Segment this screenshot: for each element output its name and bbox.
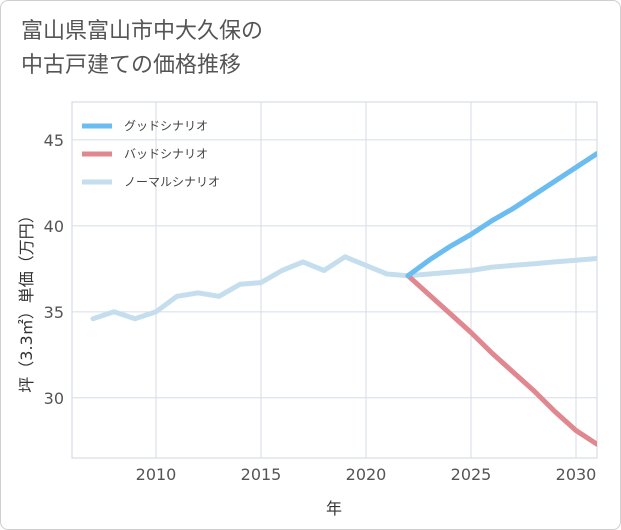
x-axis-title: 年 — [326, 499, 342, 518]
x-tick-label: 2025 — [451, 465, 492, 484]
y-tick-label: 30 — [44, 389, 64, 408]
y-axis-title: 坪（3.3㎡）単価（万円） — [17, 207, 36, 392]
y-tick-label: 40 — [44, 217, 64, 236]
x-tick-label: 2020 — [346, 465, 387, 484]
y-tick-label: 45 — [44, 131, 64, 150]
x-tick-label: 2015 — [241, 465, 282, 484]
x-tick-label: 2030 — [556, 465, 597, 484]
bad-scenario-line — [405, 273, 597, 447]
plot-area — [71, 101, 598, 459]
legend-normal-scenario-label: ノーマルシナリオ — [124, 175, 220, 189]
title-line-2: 中古戸建ての価格推移 — [21, 53, 242, 78]
legend-good-scenario-label: グッドシナリオ — [124, 119, 208, 133]
grid-lines — [72, 102, 597, 458]
x-tick-label: 2010 — [136, 465, 177, 484]
chart-title: 富山県富山市中大久保の 中古戸建ての価格推移 — [21, 15, 581, 83]
normal-scenario-line — [90, 254, 597, 322]
series-lines — [90, 151, 597, 447]
good-scenario-line — [405, 151, 597, 279]
y-tick-label: 35 — [44, 303, 64, 322]
title-line-1: 富山県富山市中大久保の — [21, 19, 264, 44]
legend-bad-scenario-label: バッドシナリオ — [124, 147, 208, 161]
axis-ticks: 2010 2015 2020 2025 2030 30 35 40 45 — [44, 131, 597, 484]
